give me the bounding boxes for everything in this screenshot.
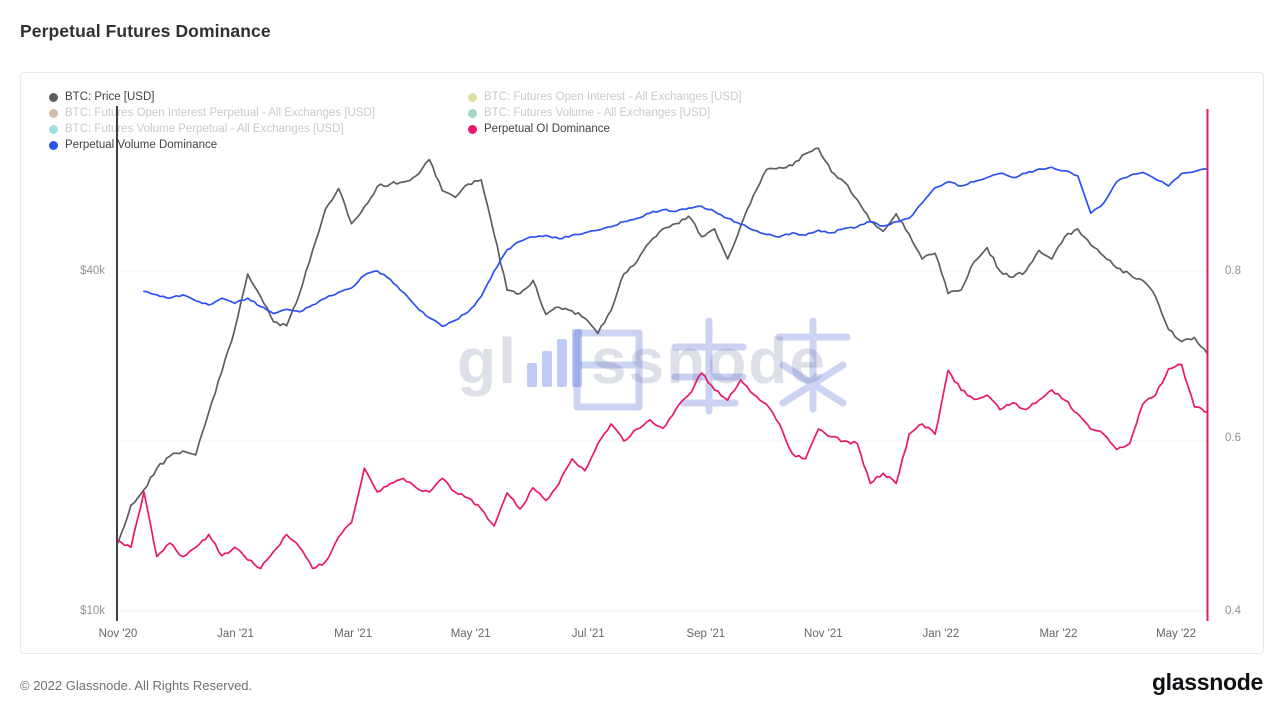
- y-axis-label-left: $40k: [80, 265, 105, 277]
- x-axis-label: Jul '21: [571, 628, 605, 640]
- x-axis-label: Mar '22: [1039, 628, 1078, 640]
- watermark-text-right: ssnode: [590, 325, 827, 397]
- x-axis-label: Sep '21: [686, 628, 726, 640]
- x-axis-label: Nov '20: [98, 628, 138, 640]
- footer-copyright: © 2022 Glassnode. All Rights Reserved.: [20, 678, 253, 693]
- y-axis-label-right: 0.4: [1225, 605, 1241, 617]
- legend-item-btc-futures-open-interest[interactable]: BTC: Futures Open Interest - All Exchang…: [468, 89, 742, 105]
- y-axis-label-right: 0.8: [1225, 265, 1241, 277]
- x-axis-label: May '21: [450, 628, 491, 640]
- legend-dot-icon: [468, 92, 477, 102]
- legend-item-btc-futures-volume-perpetual[interactable]: BTC: Futures Volume Perpetual - All Exch…: [49, 121, 375, 137]
- legend-label: BTC: Futures Open Interest Perpetual - A…: [65, 107, 376, 119]
- x-axis-labels: Nov '20 Jan '21 Mar '21 May '21 Jul '21 Sep '…: [99, 627, 1211, 645]
- x-axis-label: Mar '21: [334, 628, 373, 640]
- legend-item-perpetual-oi-dominance[interactable]: Perpetual OI Dominance: [468, 121, 742, 137]
- legend-dot-icon: [468, 124, 477, 134]
- series-perpetual-volume-dominance: [143, 166, 1209, 328]
- legend-dot-icon: [49, 140, 58, 150]
- series-btc-price: [117, 147, 1209, 544]
- x-axis-label: Jan '22: [922, 628, 960, 640]
- watermark-text-left: gl: [457, 325, 518, 397]
- page-title: Perpetual Futures Dominance: [20, 21, 271, 41]
- chart-plot[interactable]: [116, 106, 1211, 621]
- legend-label: BTC: Futures Volume - All Exchanges [USD…: [484, 107, 711, 119]
- x-axis-label: Jan '21: [217, 628, 254, 640]
- legend-column-2: BTC: Futures Open Interest - All Exchang…: [468, 89, 742, 137]
- glassnode-watermark: gl ssnode: [457, 324, 827, 398]
- glassnode-bars-icon: [526, 329, 582, 387]
- legend-label: Perpetual Volume Dominance: [65, 139, 218, 151]
- glassnode-logo: glassnode: [1151, 669, 1263, 695]
- chart-card: BTC: Price [USD] BTC: Futures Open Intere…: [20, 72, 1264, 654]
- series-perpetual-oi-dominance: [117, 363, 1209, 570]
- y-axis-label-left: $10k: [80, 605, 105, 617]
- legend-column-1: BTC: Price [USD] BTC: Futures Open Intere…: [49, 89, 375, 153]
- y-axis-label-right: 0.6: [1225, 432, 1241, 444]
- legend-label: Perpetual OI Dominance: [484, 123, 610, 135]
- legend-label: BTC: Futures Open Interest - All Exchang…: [484, 91, 742, 103]
- legend-item-btc-futures-open-interest-perpetual[interactable]: BTC: Futures Open Interest Perpetual - A…: [49, 105, 375, 121]
- legend-label: BTC: Futures Volume Perpetual - All Exch…: [65, 123, 344, 135]
- legend-dot-icon: [49, 108, 58, 118]
- x-axis-label: Nov '21: [804, 628, 843, 640]
- x-axis-label: May '22: [1156, 628, 1196, 640]
- legend-dot-icon: [49, 124, 58, 134]
- legend-dot-icon: [468, 108, 477, 118]
- watermark-overlay-glyphs: [573, 317, 851, 415]
- legend-item-btc-futures-volume[interactable]: BTC: Futures Volume - All Exchanges [USD…: [468, 105, 742, 121]
- legend-item-btc-price[interactable]: BTC: Price [USD]: [49, 89, 375, 105]
- legend-label: BTC: Price [USD]: [65, 91, 155, 103]
- legend-dot-icon: [49, 92, 58, 102]
- legend-item-perpetual-volume-dominance[interactable]: Perpetual Volume Dominance: [49, 137, 375, 153]
